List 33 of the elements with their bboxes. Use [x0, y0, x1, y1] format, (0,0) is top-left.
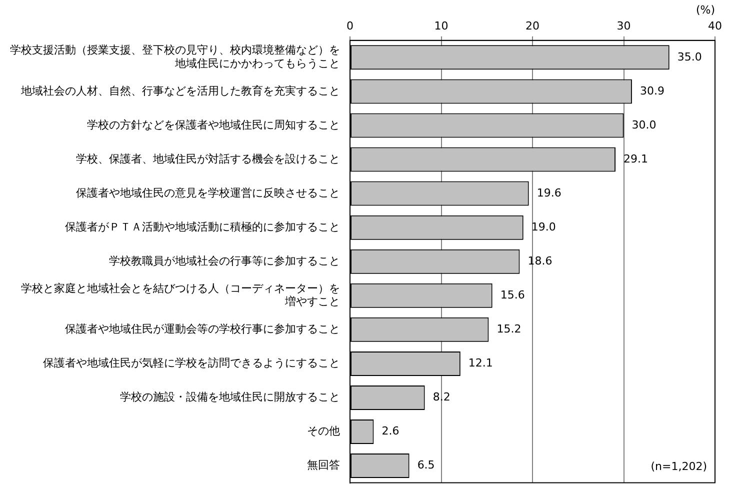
data-label: 2.6	[382, 424, 400, 438]
data-label: 30.9	[640, 84, 664, 98]
y-tick-label: 地域社会の人材、自然、行事などを活用した教育を充実すること	[20, 84, 340, 98]
data-label: 15.2	[496, 322, 522, 336]
data-label: 29.1	[624, 152, 648, 166]
x-tick-label: 10	[434, 20, 448, 33]
data-label: 35.0	[677, 50, 702, 64]
y-tick-label: 学校の施設・設備を地域住民に開放すること	[120, 390, 340, 404]
data-label: 8.2	[432, 390, 450, 404]
x-tick-label: 30	[616, 20, 631, 33]
x-axis-title: (%)	[696, 3, 715, 16]
y-tick-label: 学校、保護者、地域住民が対話する機会を設けること	[76, 152, 340, 166]
y-tick-label: 無回答	[307, 458, 340, 472]
data-label: 18.6	[528, 254, 552, 268]
x-tick-label: 0	[346, 20, 354, 33]
y-tick-label: 保護者や地域住民の意見を学校運営に反映させること	[76, 186, 340, 200]
x-tick-label: 40	[708, 20, 722, 33]
annotation: (n=1,202)	[650, 460, 707, 474]
y-tick-label: 学校の方針などを保護者や地域住民に周知すること	[87, 118, 340, 132]
data-label: 19.6	[536, 186, 562, 200]
y-tick-label: 保護者や地域住民が気軽に学校を訪問できるようにすること	[43, 356, 340, 370]
y-tick-label: 保護者がＰＴＡ活動や地域活動に積極的に参加すること	[65, 220, 340, 234]
data-label: 15.6	[500, 288, 525, 302]
y-tick-label: 保護者や地域住民が運動会等の学校行事に参加すること	[65, 322, 340, 336]
y-tick-label: 学校と家庭と地域社会とを結びつける人（コーディネーター）を増やすこと	[21, 282, 340, 308]
y-tick-label: 学校支援活動（授業支援、登下校の見守り、校内環境整備など）を地域住民にかかわってもらうこと	[10, 44, 340, 70]
data-label: 6.5	[417, 458, 435, 472]
y-tick-label: その他	[307, 424, 340, 438]
data-label: 30.0	[632, 118, 656, 132]
data-label: 12.1	[468, 356, 493, 370]
data-label: 19.0	[531, 220, 556, 234]
x-tick-label: 20	[526, 20, 540, 33]
y-tick-label: 学校教職員が地域社会の行事等に参加すること	[109, 254, 340, 268]
